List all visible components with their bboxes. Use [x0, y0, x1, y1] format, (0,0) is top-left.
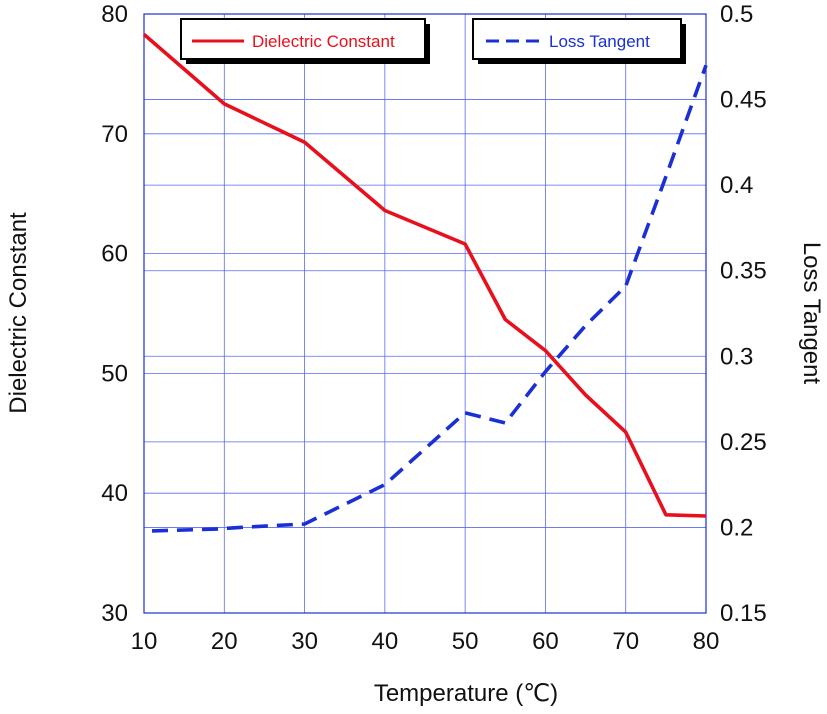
plot-frame — [143, 13, 707, 614]
y-tick-label: 30 — [101, 600, 128, 627]
legend-label-dielectric-constant: Dielectric Constant — [252, 32, 395, 51]
legend-item-loss-tangent: Loss Tangent — [472, 18, 686, 64]
loss-tangent-line — [151, 64, 708, 533]
y2-tick-label: 0.4 — [720, 172, 753, 199]
y-tick-label: 40 — [101, 480, 128, 507]
y-axis-title: Dielectric Constant — [5, 212, 32, 414]
y2-tick-label: 0.45 — [720, 87, 767, 114]
y2-tick-label: 0.5 — [720, 1, 753, 28]
legend-label-loss-tangent: Loss Tangent — [549, 32, 650, 51]
x-axis-title: Temperature (℃) — [374, 680, 558, 707]
y2-tick-label: 0.2 — [720, 514, 753, 541]
x-tick-label: 30 — [291, 628, 318, 655]
x-tick-label: 60 — [532, 628, 559, 655]
x-tick-label: 40 — [372, 628, 399, 655]
x-tick-label: 80 — [693, 628, 720, 655]
y-tick-label: 80 — [101, 1, 128, 28]
y-tick-label: 70 — [101, 121, 128, 148]
legend-item-dielectric-constant: Dielectric Constant — [180, 18, 430, 64]
y2-tick-label: 0.25 — [720, 429, 767, 456]
y2-tick-label: 0.15 — [720, 600, 767, 627]
x-tick-label: 70 — [612, 628, 639, 655]
dielectric-constant-line — [142, 33, 707, 518]
y2-tick-label: 0.35 — [720, 258, 767, 285]
legend: Dielectric Constant Loss Tangent — [180, 18, 686, 64]
y-tick-label: 50 — [101, 360, 128, 387]
y2-tick-label: 0.3 — [720, 343, 753, 370]
series-layer — [142, 33, 708, 533]
x-tick-label: 50 — [452, 628, 479, 655]
tick-labels: 10 20 30 40 50 60 70 803040506070800.150.20.250… — [101, 1, 766, 655]
x-tick-label: 20 — [211, 628, 238, 655]
y-tick-label: 60 — [101, 241, 128, 268]
x-tick-label: 10 — [131, 628, 158, 655]
y2-axis-title: Loss Tangent — [798, 242, 825, 385]
